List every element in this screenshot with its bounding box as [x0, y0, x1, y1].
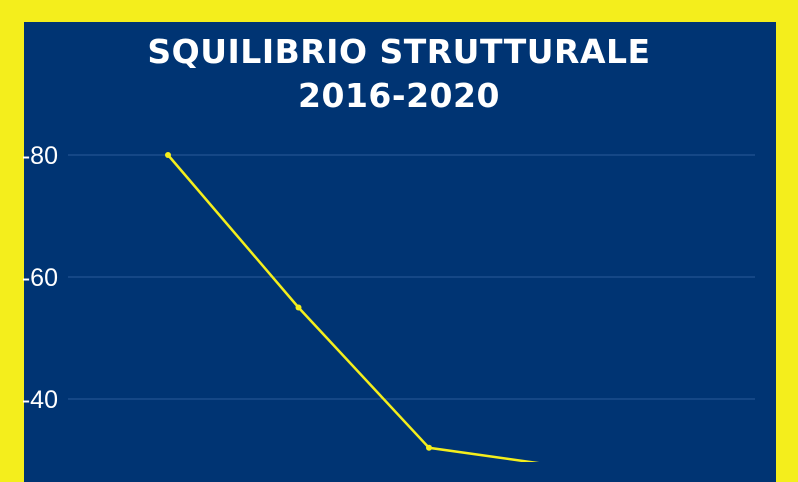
data-point	[426, 444, 432, 451]
y-tick-label: -60	[22, 264, 58, 292]
y-tick-label: -80	[22, 142, 58, 170]
chart-title: SQUILIBRIO STRUTTURALE 2016-2020	[0, 30, 798, 118]
data-point	[295, 304, 302, 311]
chart-panel	[24, 22, 776, 482]
title-line-1: SQUILIBRIO STRUTTURALE	[147, 32, 651, 71]
title-line-2: 2016-2020	[298, 76, 500, 115]
line-chart: -80 -60 -40	[22, 142, 755, 462]
series-line	[167, 154, 540, 462]
data-point	[165, 152, 171, 158]
y-tick-label: -40	[22, 386, 58, 414]
